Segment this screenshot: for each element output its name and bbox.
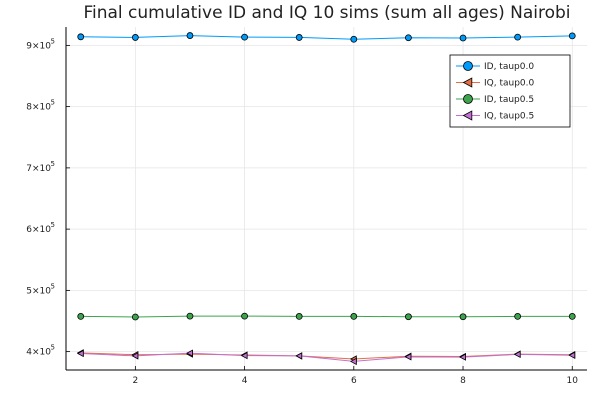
legend-marker xyxy=(463,94,473,104)
chart-title: Final cumulative ID and IQ 10 sims (sum … xyxy=(83,3,570,23)
legend-marker xyxy=(462,110,473,121)
data-point xyxy=(350,313,358,320)
legend-label: IQ, taup0.5 xyxy=(484,112,534,122)
data-point xyxy=(131,313,139,321)
data-point xyxy=(295,313,303,320)
data-point xyxy=(76,349,84,358)
x-tick-label: 6 xyxy=(351,376,357,386)
y-tick-label: 5×10 xyxy=(26,286,51,296)
x-tick-label: 10 xyxy=(567,376,579,386)
data-point xyxy=(77,33,85,41)
legend-label: IQ, taup0.0 xyxy=(484,79,535,89)
data-point xyxy=(459,34,467,42)
data-point xyxy=(186,312,194,320)
data-point xyxy=(459,353,466,361)
data-point xyxy=(568,313,576,320)
x-tick-label: 2 xyxy=(132,376,138,386)
y-tick-exponent: 5 xyxy=(51,160,55,168)
data-point xyxy=(459,313,467,321)
data-point xyxy=(77,313,85,320)
y-tick-exponent: 5 xyxy=(51,344,55,352)
data-point xyxy=(514,313,522,320)
data-point xyxy=(405,313,412,321)
y-tick-label: 6×10 xyxy=(26,225,51,235)
y-tick-label: 7×10 xyxy=(26,164,51,174)
data-point xyxy=(295,352,303,360)
y-tick-label: 8×10 xyxy=(26,103,51,113)
y-tick-label: 4×10 xyxy=(26,348,51,358)
series-line xyxy=(80,352,573,362)
data-point xyxy=(513,350,521,359)
data-point xyxy=(241,33,248,41)
legend-label: ID, taup0.5 xyxy=(484,95,534,105)
legend-marker xyxy=(463,61,473,71)
y-tick-exponent: 5 xyxy=(51,221,55,229)
data-point xyxy=(350,35,358,43)
data-point xyxy=(295,34,303,41)
data-point xyxy=(186,349,193,357)
x-tick-label: 8 xyxy=(460,376,466,386)
series-layer xyxy=(76,32,576,366)
data-point xyxy=(404,353,412,361)
x-tick-label: 4 xyxy=(242,376,248,386)
y-tick-label: 9×10 xyxy=(26,41,51,51)
data-point xyxy=(514,33,522,41)
series-line xyxy=(80,315,573,318)
data-point xyxy=(240,351,248,360)
y-tick-exponent: 5 xyxy=(51,282,55,290)
series-group xyxy=(77,32,576,43)
y-tick-exponent: 5 xyxy=(51,99,55,107)
data-point xyxy=(131,34,139,41)
data-point xyxy=(241,312,248,320)
axes: 2 4 6 8 104×10 55×10 56×10 57×10 58×10 59×10 5 xyxy=(26,27,587,386)
data-point xyxy=(349,357,357,366)
legend-marker xyxy=(462,77,473,88)
data-point xyxy=(568,351,576,359)
data-point xyxy=(186,32,194,39)
data-point xyxy=(405,34,412,42)
data-point xyxy=(131,352,139,360)
series-group xyxy=(76,349,576,366)
legend: ID, taup0.0 IQ, taup0.0 ID, taup0.5 IQ, tau… xyxy=(449,54,571,128)
data-point xyxy=(568,32,576,40)
series-group xyxy=(77,312,576,321)
legend-label: ID, taup0.0 xyxy=(484,62,534,72)
y-tick-exponent: 5 xyxy=(51,37,55,45)
series-line xyxy=(80,35,573,40)
